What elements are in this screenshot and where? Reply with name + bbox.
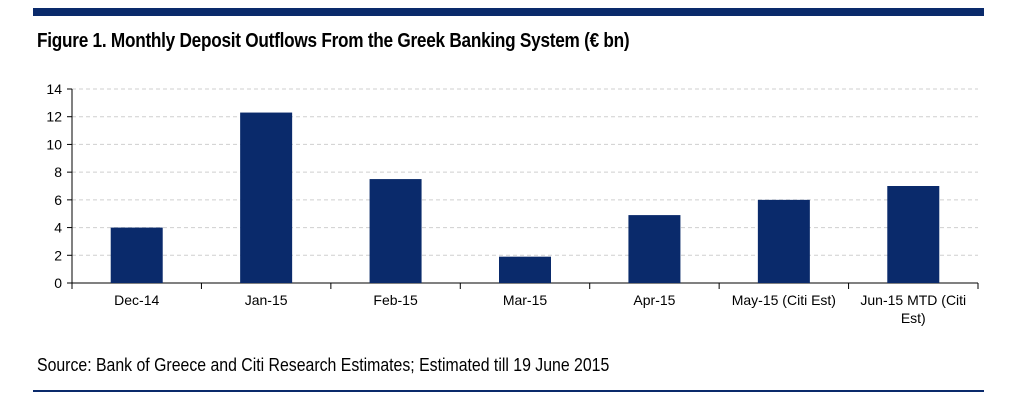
x-tick-label: Feb-15 bbox=[373, 292, 418, 308]
bar-4 bbox=[499, 256, 551, 283]
y-tick-label: 10 bbox=[46, 136, 62, 152]
x-tick-label: Mar-15 bbox=[503, 292, 548, 308]
chart-title: Figure 1. Monthly Deposit Outflows From … bbox=[37, 30, 630, 52]
bottom-rule bbox=[33, 390, 984, 392]
y-tick-label: 0 bbox=[54, 275, 62, 291]
bar-7 bbox=[887, 186, 940, 283]
x-tick-label: May-15 (Citi Est) bbox=[732, 292, 836, 308]
y-tick-label: 6 bbox=[54, 192, 62, 208]
bar-6 bbox=[757, 199, 810, 283]
bar-5 bbox=[628, 215, 681, 283]
source-note: Source: Bank of Greece and Citi Research… bbox=[37, 355, 610, 375]
bar-1 bbox=[110, 227, 163, 283]
x-tick-label: Jun-15 MTD (Citi bbox=[860, 292, 966, 308]
y-tick-label: 4 bbox=[54, 220, 62, 236]
x-tick-label: Est) bbox=[901, 310, 926, 326]
x-tick-label: Apr-15 bbox=[633, 292, 675, 308]
y-tick-label: 8 bbox=[54, 164, 62, 180]
y-tick-label: 14 bbox=[46, 81, 62, 97]
x-tick-label: Dec-14 bbox=[114, 292, 159, 308]
y-tick-label: 12 bbox=[46, 109, 62, 125]
bar-3 bbox=[369, 179, 422, 283]
y-tick-label: 2 bbox=[54, 247, 62, 263]
x-tick-label: Jan-15 bbox=[245, 292, 288, 308]
top-rule bbox=[33, 8, 984, 16]
bar-2 bbox=[240, 112, 293, 283]
